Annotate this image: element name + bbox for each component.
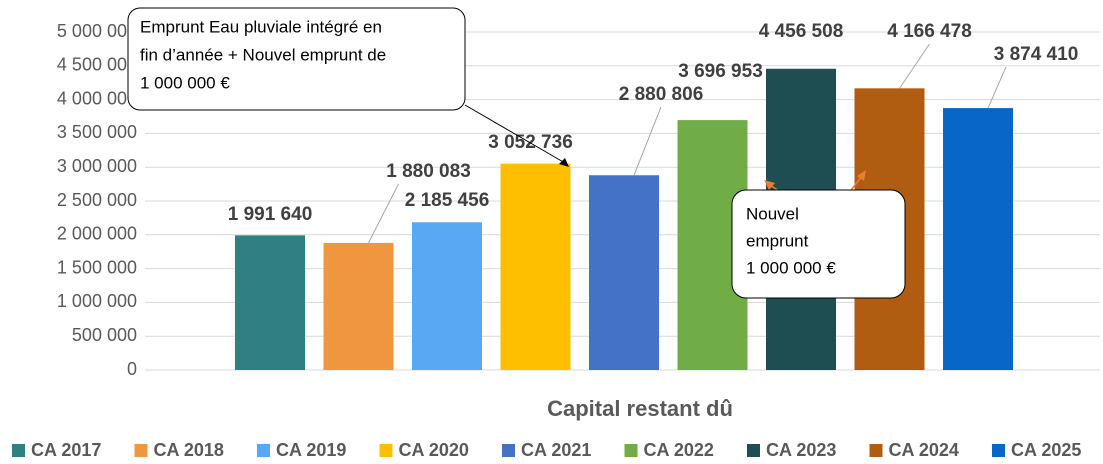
y-tick-label: 0 (127, 359, 137, 379)
value-label: 1 880 083 (386, 161, 471, 182)
legend-label: CA 2025 (1011, 440, 1081, 460)
legend-swatch (869, 444, 883, 457)
leader-line (987, 66, 1007, 109)
legend-label: CA 2018 (154, 440, 224, 460)
x-axis-title: Capital restant dû (547, 396, 733, 421)
y-tick-label: 4 500 000 (57, 55, 137, 75)
value-label: 3 696 953 (678, 61, 763, 82)
bar (589, 175, 659, 370)
legend-label: CA 2017 (31, 440, 101, 460)
legend-label: CA 2020 (399, 440, 469, 460)
y-tick-label: 4 000 000 (57, 88, 137, 108)
legend-label: CA 2024 (889, 440, 959, 460)
annotation-text: 1 000 000 € (140, 73, 230, 92)
legend-swatch (624, 444, 638, 457)
y-tick-label: 2 500 000 (57, 190, 137, 210)
bar (235, 235, 305, 370)
legend-label: CA 2022 (644, 440, 714, 460)
bar (323, 242, 394, 370)
legend-swatch (257, 444, 270, 457)
value-label: 2 880 806 (619, 84, 704, 105)
callout-box (731, 189, 906, 299)
y-tick-label: 500 000 (72, 325, 137, 345)
value-label: 4 166 478 (887, 21, 972, 42)
y-tick-label: 2 000 000 (57, 224, 137, 244)
annotation-text: Emprunt Eau pluviale intégré en (140, 17, 382, 36)
annotation-text: fin d’année + Nouvel emprunt de (140, 45, 386, 64)
callout-arrowhead (559, 158, 569, 167)
callout-pointer (464, 104, 566, 164)
value-label: 2 185 456 (405, 190, 490, 211)
leader-line (899, 43, 930, 89)
y-tick-label: 3 000 000 (57, 156, 137, 176)
legend-swatch (747, 444, 760, 457)
y-tick-label: 5 000 000 (57, 21, 137, 41)
value-label: 1 991 640 (228, 204, 313, 225)
legend-swatch (12, 444, 25, 457)
annotation-text: Nouvel (746, 204, 799, 223)
value-label: 3 874 410 (994, 44, 1079, 65)
bar (500, 163, 571, 370)
y-tick-label: 1 500 000 (57, 257, 137, 277)
annotation-text: 1 000 000 € (746, 258, 836, 277)
legend-swatch (992, 444, 1005, 457)
bar (943, 108, 1013, 371)
legend-swatch (502, 444, 515, 457)
annotation-text: emprunt (746, 231, 809, 250)
legend-label: CA 2019 (276, 440, 346, 460)
value-label: 4 456 508 (759, 21, 844, 42)
callout-arrowhead (857, 170, 866, 181)
callout-arrowhead (764, 180, 775, 190)
y-tick-label: 3 500 000 (57, 122, 137, 142)
legend-swatch (379, 444, 393, 457)
legend-label: CA 2023 (766, 440, 836, 460)
y-tick-label: 1 000 000 (57, 291, 137, 311)
leader-line (368, 183, 399, 244)
legend-swatch (134, 444, 148, 457)
callout-box (127, 7, 466, 111)
legend-label: CA 2021 (521, 440, 591, 460)
leader-line (633, 106, 662, 176)
bar (412, 222, 482, 370)
